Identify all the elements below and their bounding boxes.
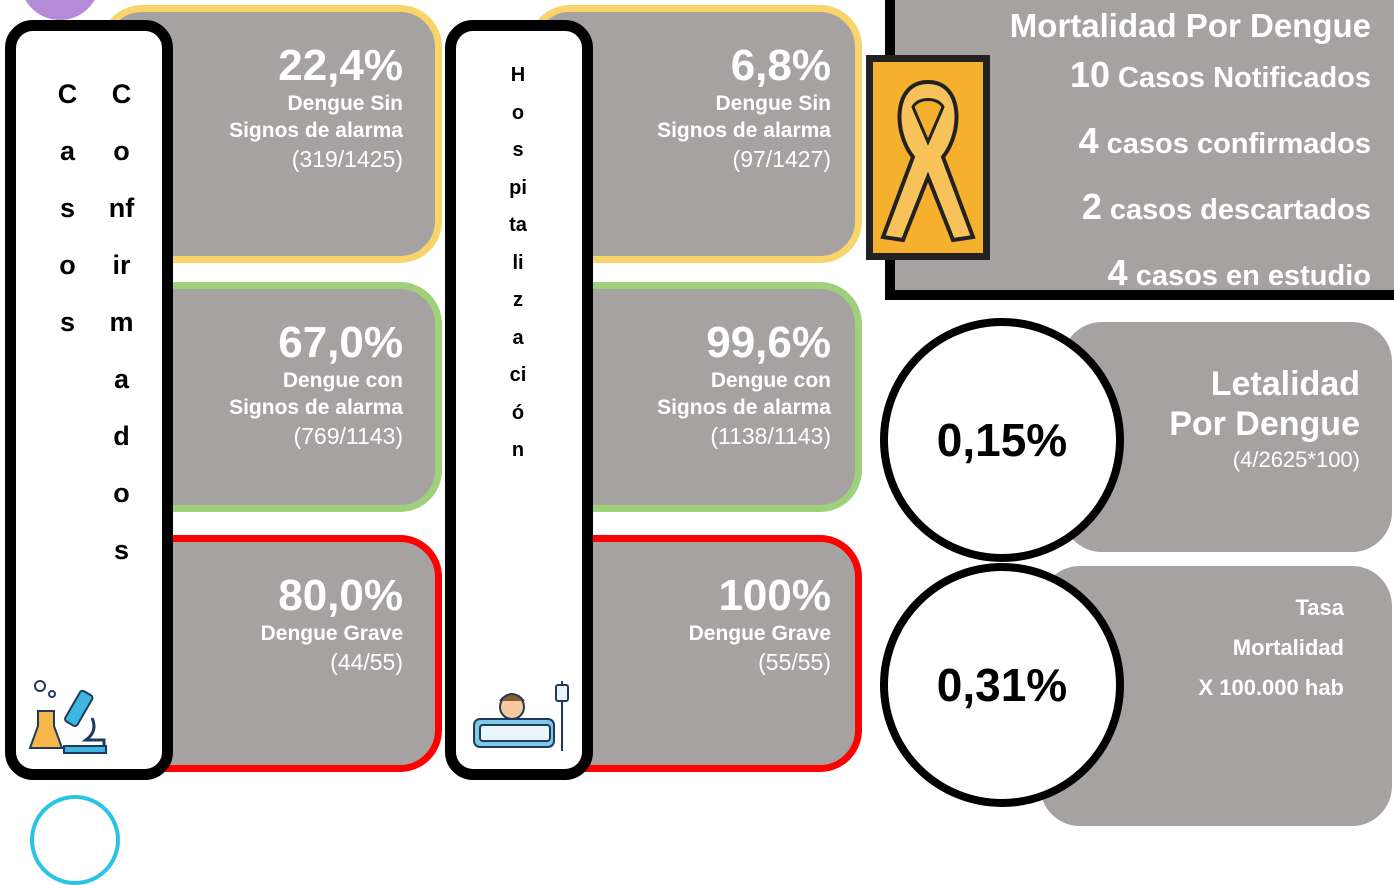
stat-label: Signos de alarma [229, 119, 403, 142]
stat-value: 100% [718, 571, 831, 620]
stat-value: 67,0% [278, 318, 403, 367]
stat-label: Dengue Grave [688, 622, 831, 645]
purple-circle [20, 0, 100, 20]
stat-ratio: (1138/1143) [710, 423, 831, 449]
mortality-line: 4 casos en estudio [895, 244, 1371, 310]
mortality-count: 4 [1078, 120, 1099, 161]
stat-value: 99,6% [706, 318, 831, 367]
stat-ratio: (319/1425) [291, 146, 403, 172]
lethality-title-1: Letalidad [1210, 365, 1360, 403]
ribbon-box [866, 55, 990, 260]
mortality-lines: 10 Casos Notificados 4 casos confirmados 2 ca… [895, 46, 1371, 310]
mortality-count: 2 [1081, 186, 1102, 227]
rate-title-1: Tasa [1295, 595, 1344, 620]
lethality-title-2: Por Dengue [1169, 405, 1360, 443]
stat-value: 80,0% [278, 571, 403, 620]
rate-title-3: X 100.000 hab [1198, 675, 1344, 700]
mortality-text: Casos Notificados [1118, 62, 1371, 94]
rate-value: 0,31% [880, 563, 1124, 807]
stat-label: Dengue Grave [260, 622, 403, 645]
stat-label: Dengue Sin [287, 92, 403, 115]
rate-title-2: Mortalidad [1232, 635, 1344, 660]
stat-label: Dengue con [710, 369, 831, 392]
stat-ratio: (44/55) [330, 649, 403, 675]
patient-icon [473, 681, 569, 751]
mortality-text: casos descartados [1109, 194, 1371, 226]
mortality-title: Mortalidad Por Dengue [1009, 7, 1371, 44]
stat-label: Dengue Sin [715, 92, 831, 115]
stat-ratio: (55/55) [758, 649, 831, 675]
lab-icon [28, 680, 107, 754]
mortality-count: 10 [1069, 54, 1110, 95]
mortality-text: casos en estudio [1135, 260, 1371, 292]
confirmed-column-2: Confirmados [108, 79, 135, 565]
confirmed-box: Casos Confirmados [5, 20, 173, 780]
mortality-text: casos confirmados [1106, 128, 1371, 160]
stat-label: Dengue con [282, 369, 403, 392]
mortality-line: 2 casos descartados [895, 178, 1371, 244]
stat-label: Signos de alarma [229, 396, 403, 419]
hospital-box: Hospitalización [445, 20, 593, 780]
stat-label: Signos de alarma [657, 396, 831, 419]
stat-ratio: (769/1143) [293, 423, 403, 449]
page: {"confirmed": {"column_1": "Casos", "col… [5, 0, 1394, 885]
lethality-value: 0,15% [880, 318, 1124, 562]
cyan-circle [30, 795, 120, 885]
stat-label: Signos de alarma [657, 119, 831, 142]
mortality-line: 4 casos confirmados [895, 112, 1371, 178]
stat-ratio: (97/1427) [732, 146, 831, 172]
ribbon-icon [880, 79, 976, 243]
mortality-line: 10 Casos Notificados [895, 46, 1371, 112]
stat-value: 6,8% [730, 41, 831, 90]
mortality-count: 4 [1107, 252, 1128, 293]
hospital-column: Hospitalización [509, 64, 527, 461]
stat-value: 22,4% [278, 41, 403, 90]
lethality-formula: (4/2625*100) [1232, 447, 1360, 472]
confirmed-column-1: Casos [57, 79, 78, 337]
